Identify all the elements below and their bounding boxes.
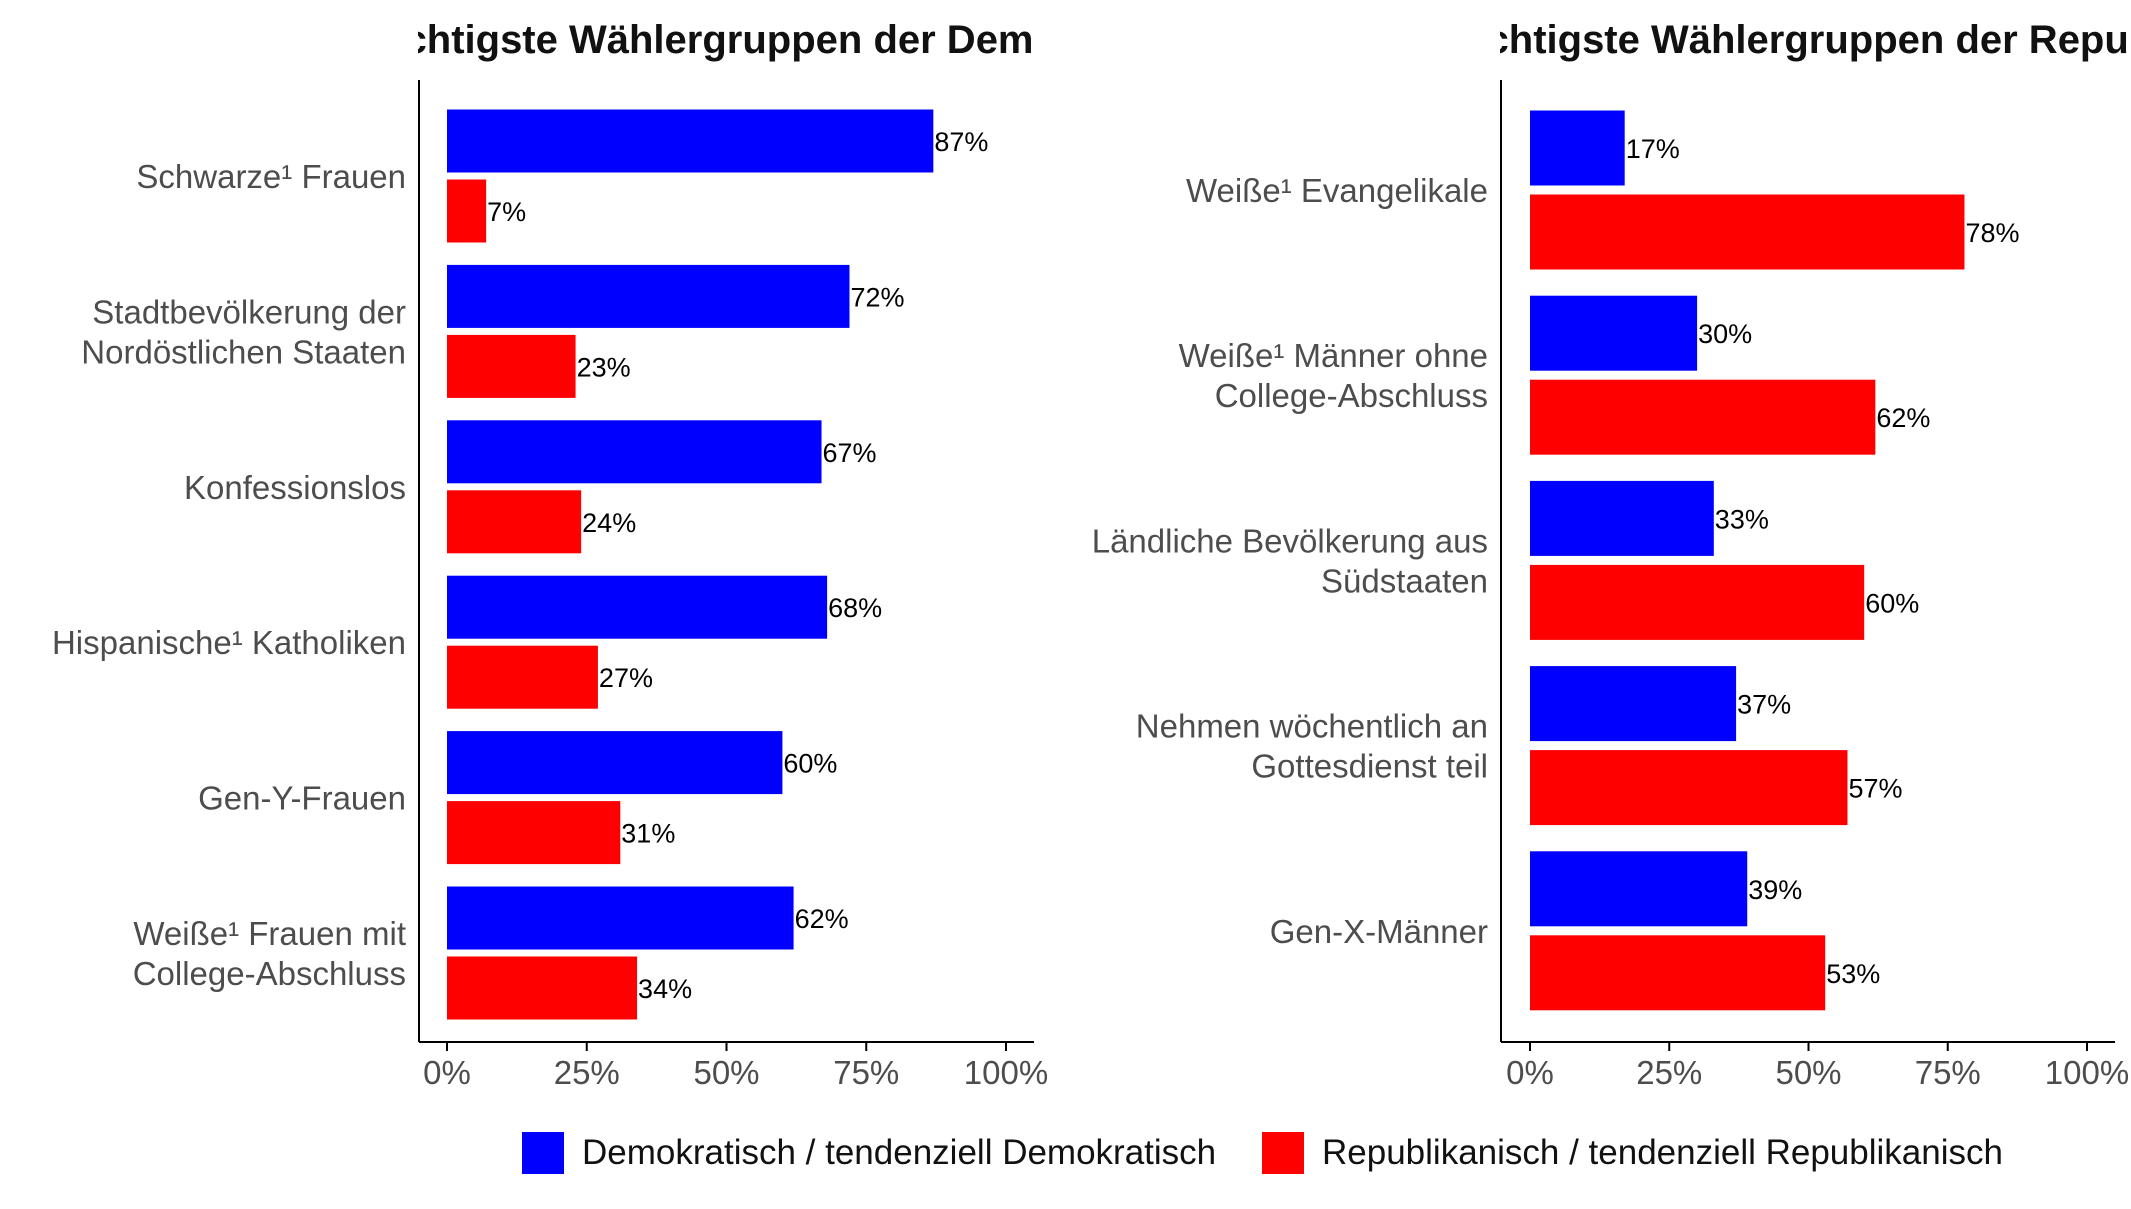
right-panel-title-text: Wichtigste Wählergruppen der Republikane… bbox=[1500, 18, 2131, 62]
right-bar-democratic bbox=[1530, 666, 1737, 742]
right-x-tick-label: 100% bbox=[2045, 1054, 2129, 1091]
right-bar-value-label: 78% bbox=[1965, 218, 2019, 248]
legend-item-republican: Republikanisch / tendenziell Republikani… bbox=[1262, 1132, 2003, 1174]
right-bar-republican bbox=[1530, 194, 1965, 270]
right-category-label: Gen-X-Männer bbox=[1270, 913, 1488, 950]
left-bar-republican bbox=[447, 490, 582, 554]
left-bar-value-label: 7% bbox=[487, 197, 526, 227]
left-category-label: College-Abschluss bbox=[133, 955, 406, 992]
left-x-tick-label: 50% bbox=[693, 1054, 759, 1091]
left-bar-democratic bbox=[447, 731, 783, 795]
left-bar-democratic bbox=[447, 886, 794, 950]
legend-label-democratic: Demokratisch / tendenziell Demokratisch bbox=[582, 1133, 1217, 1172]
left-bar-value-label: 34% bbox=[638, 974, 692, 1004]
left-bar-value-label: 72% bbox=[850, 282, 904, 312]
left-x-tick-label: 25% bbox=[554, 1054, 620, 1091]
left-bar-democratic bbox=[447, 420, 822, 484]
legend-label-republican: Republikanisch / tendenziell Republikani… bbox=[1322, 1133, 2003, 1172]
right-x-tick-label: 75% bbox=[1915, 1054, 1981, 1091]
left-bar-republican bbox=[447, 956, 638, 1020]
left-bar-value-label: 68% bbox=[828, 593, 882, 623]
right-bar-democratic bbox=[1530, 295, 1698, 371]
right-bar-republican bbox=[1530, 750, 1848, 826]
left-bar-republican bbox=[447, 179, 487, 243]
right-category-label: Weiße¹ Männer ohne bbox=[1179, 337, 1488, 374]
left-bar-republican bbox=[447, 645, 598, 709]
left-bar-democratic bbox=[447, 575, 828, 639]
left-bar-value-label: 24% bbox=[582, 508, 636, 538]
right-category-label: Nehmen wöchentlich an bbox=[1136, 708, 1488, 745]
legend-swatch-republican bbox=[1262, 1132, 1304, 1174]
legend-swatch-democratic bbox=[522, 1132, 564, 1174]
right-bar-value-label: 33% bbox=[1715, 504, 1769, 534]
right-bar-democratic bbox=[1530, 851, 1748, 927]
right-x-tick-label: 50% bbox=[1775, 1054, 1841, 1091]
left-panel-title-text: Wichtigste Wählergruppen der Demokraten bbox=[418, 18, 1034, 62]
left-x-tick-label: 0% bbox=[423, 1054, 471, 1091]
right-bar-value-label: 57% bbox=[1848, 774, 1902, 804]
right-x-tick-label: 0% bbox=[1506, 1054, 1554, 1091]
legend-item-democratic: Demokratisch / tendenziell Demokratisch bbox=[522, 1132, 1216, 1174]
right-bar-republican bbox=[1530, 935, 1826, 1011]
left-bar-democratic bbox=[447, 109, 934, 173]
right-panel-title: Wichtigste Wählergruppen der Republikane… bbox=[1500, 18, 2131, 78]
right-bar-democratic bbox=[1530, 110, 1625, 186]
left-category-label: Konfessionslos bbox=[184, 469, 406, 506]
left-bar-value-label: 31% bbox=[621, 819, 675, 849]
left-bar-republican bbox=[447, 801, 621, 865]
left-category-label: Gen-Y-Frauen bbox=[198, 780, 406, 817]
left-bar-value-label: 62% bbox=[795, 904, 849, 934]
left-bar-value-label: 67% bbox=[823, 438, 877, 468]
left-bar-value-label: 60% bbox=[783, 749, 837, 779]
left-category-label: Hispanische¹ Katholiken bbox=[52, 624, 406, 661]
left-bar-republican bbox=[447, 334, 576, 398]
right-category-label: Südstaaten bbox=[1321, 562, 1488, 599]
right-bar-value-label: 37% bbox=[1737, 690, 1791, 720]
right-bar-value-label: 60% bbox=[1865, 588, 1919, 618]
left-category-label: Weiße¹ Frauen mit bbox=[133, 915, 406, 952]
right-bar-republican bbox=[1530, 379, 1876, 455]
right-category-label: College-Abschluss bbox=[1215, 377, 1488, 414]
left-bar-value-label: 27% bbox=[599, 663, 653, 693]
left-category-label: Stadtbevölkerung der bbox=[92, 293, 406, 330]
left-panel-title: Wichtigste Wählergruppen der Demokraten bbox=[418, 18, 1034, 78]
left-x-tick-label: 100% bbox=[964, 1054, 1048, 1091]
right-category-label: Weiße¹ Evangelikale bbox=[1186, 172, 1488, 209]
right-bar-democratic bbox=[1530, 480, 1714, 556]
left-bar-value-label: 23% bbox=[577, 352, 631, 382]
right-bar-value-label: 17% bbox=[1626, 134, 1680, 164]
left-x-tick-label: 75% bbox=[833, 1054, 899, 1091]
right-category-label: Ländliche Bevölkerung aus bbox=[1092, 522, 1488, 559]
left-bar-democratic bbox=[447, 264, 850, 328]
right-bar-value-label: 30% bbox=[1698, 319, 1752, 349]
right-bar-republican bbox=[1530, 564, 1865, 640]
left-bar-value-label: 87% bbox=[934, 127, 988, 157]
right-bar-value-label: 53% bbox=[1826, 959, 1880, 989]
right-category-label: Gottesdienst teil bbox=[1251, 748, 1488, 785]
right-x-tick-label: 25% bbox=[1636, 1054, 1702, 1091]
left-category-label: Nordöstlichen Staaten bbox=[81, 333, 406, 370]
legend: Demokratisch / tendenziell Demokratisch … bbox=[0, 1132, 2131, 1192]
right-bar-value-label: 39% bbox=[1748, 875, 1802, 905]
right-bar-value-label: 62% bbox=[1876, 403, 1930, 433]
left-category-label: Schwarze¹ Frauen bbox=[136, 158, 406, 195]
